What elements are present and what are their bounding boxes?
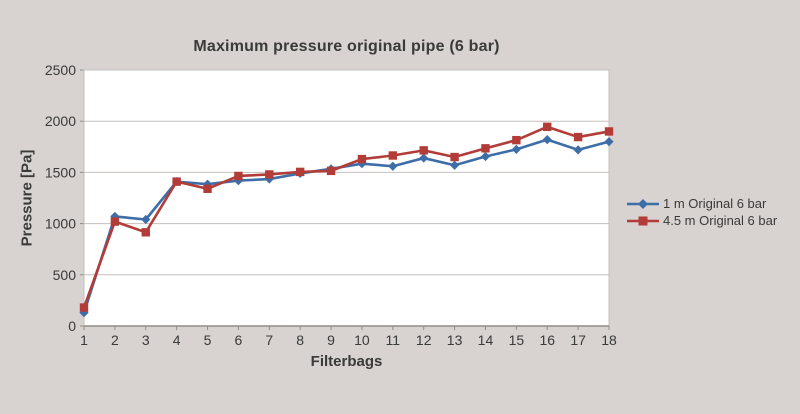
data-point: [512, 135, 521, 145]
y-axis-title: Pressure [Pa]: [18, 149, 36, 247]
y-tick-label: 1500: [45, 164, 76, 180]
data-point: [388, 161, 398, 171]
x-tick-label: 16: [539, 332, 555, 348]
y-tick-label: 0: [68, 318, 76, 334]
series-line-1: [82, 125, 611, 309]
data-point: [79, 303, 89, 312]
data-point: [543, 122, 552, 132]
data-point: [79, 308, 89, 318]
y-tick-label: 1000: [45, 216, 76, 232]
x-axis-title: Filterbags: [310, 353, 383, 370]
x-tick-label: 10: [354, 332, 370, 348]
data-point: [450, 152, 459, 162]
data-point: [419, 146, 428, 155]
data-point: [604, 127, 614, 136]
line-square-marker-icon: [627, 216, 659, 225]
line-diamond-marker-icon: [627, 198, 659, 209]
legend-item-1m: 1 m Original 6 bar: [627, 196, 777, 211]
legend-label-1m: 1 m Original 6 bar: [663, 196, 767, 211]
data-point: [419, 153, 429, 163]
data-point: [604, 137, 614, 147]
data-point: [449, 160, 460, 170]
data-point: [110, 217, 120, 226]
x-tick-label: 1: [80, 332, 88, 348]
data-point: [573, 145, 583, 155]
legend-label-45m: 4.5 m Original 6 bar: [663, 213, 778, 228]
data-point: [172, 177, 181, 186]
x-tick-label: 9: [327, 332, 335, 348]
data-point: [234, 171, 243, 181]
data-point: [357, 154, 367, 164]
x-tick-label: 7: [265, 332, 273, 348]
data-point: [141, 214, 151, 225]
x-tick-label: 18: [601, 332, 617, 348]
x-tick-label: 2: [111, 332, 119, 348]
data-point: [265, 170, 274, 179]
data-point: [573, 132, 583, 142]
y-tick-label: 500: [53, 267, 77, 283]
x-tick-label: 17: [570, 332, 586, 348]
data-point: [388, 151, 398, 160]
legend: 1 m Original 6 bar 4.5 m Original 6 bar: [627, 196, 777, 228]
x-tick-label: 5: [204, 332, 212, 348]
data-point: [481, 144, 490, 153]
x-tick-label: 15: [509, 332, 525, 348]
data-point: [542, 135, 552, 145]
x-tick-label: 6: [235, 332, 243, 348]
y-tick-label: 2500: [45, 62, 76, 78]
x-tick-label: 14: [478, 332, 494, 348]
data-point: [326, 166, 336, 176]
x-tick-label: 8: [296, 332, 304, 348]
data-point: [295, 167, 305, 177]
chart-title: Maximum pressure original pipe (6 bar): [193, 38, 500, 55]
y-tick-label: 2000: [45, 113, 76, 129]
data-point: [480, 151, 491, 162]
x-tick-label: 3: [142, 332, 150, 348]
data-point: [511, 144, 521, 154]
data-point: [141, 228, 150, 237]
legend-item-45m: 4.5 m Original 6 bar: [627, 213, 777, 228]
x-tick-label: 13: [447, 332, 463, 348]
x-tick-label: 4: [173, 332, 181, 348]
plot-background: [84, 70, 609, 326]
x-tick-label: 12: [416, 332, 432, 348]
x-tick-label: 11: [386, 332, 401, 348]
data-point: [203, 184, 212, 193]
